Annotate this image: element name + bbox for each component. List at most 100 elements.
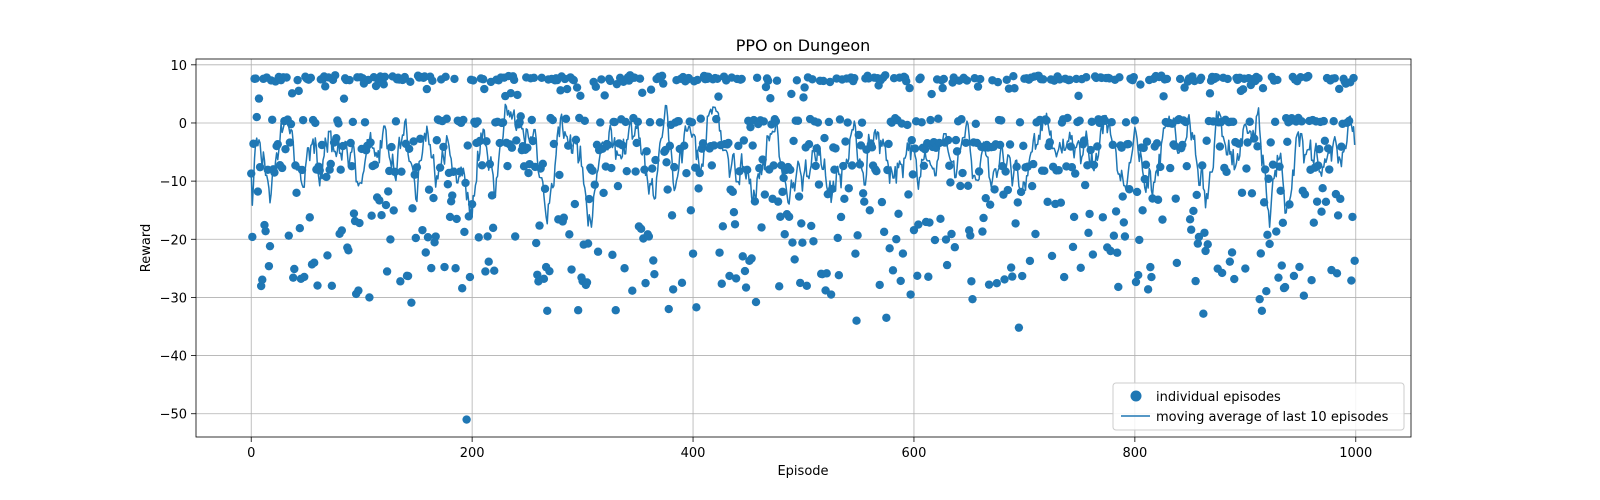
episode-point	[655, 118, 665, 127]
episode-point	[512, 136, 521, 145]
episode-point	[638, 88, 647, 98]
episode-point	[567, 265, 576, 274]
episode-point	[787, 89, 796, 99]
episode-point	[293, 75, 302, 85]
episode-point	[428, 76, 437, 85]
episode-point	[1256, 249, 1265, 258]
episode-point	[427, 263, 436, 273]
episode-point	[254, 94, 264, 103]
episode-point	[548, 115, 557, 125]
episode-point	[323, 251, 332, 260]
episode-point	[946, 178, 955, 187]
episode-point	[529, 73, 539, 82]
episode-point	[1131, 277, 1141, 287]
episode-point	[330, 71, 340, 80]
episode-point	[824, 117, 834, 127]
episode-point	[1329, 117, 1338, 126]
episode-point	[1223, 74, 1232, 84]
episode-point	[633, 117, 643, 126]
episode-point	[607, 163, 616, 173]
episode-point	[561, 114, 571, 123]
episode-point	[1109, 231, 1119, 240]
episode-point	[1230, 274, 1239, 284]
episode-point	[556, 86, 565, 95]
episode-point	[1245, 117, 1254, 126]
episode-point	[337, 226, 346, 235]
y-axis-label: Reward	[139, 224, 154, 272]
episode-point	[294, 86, 303, 96]
episode-point	[903, 120, 912, 130]
episode-point	[751, 297, 761, 307]
episode-point	[1182, 161, 1191, 171]
episode-point	[1320, 136, 1330, 146]
episode-point	[1319, 116, 1328, 126]
episode-point	[1272, 227, 1281, 236]
y-axis-ticks: −50 −40 −30 −20 −10 0 10	[160, 59, 196, 423]
episode-point	[682, 168, 691, 178]
episode-point	[295, 224, 305, 233]
episode-point	[490, 266, 499, 275]
episode-point	[663, 185, 672, 194]
episode-point	[631, 167, 640, 176]
episode-point	[509, 75, 519, 85]
episode-point	[1304, 71, 1313, 81]
episode-point	[759, 117, 768, 126]
episode-point	[967, 277, 976, 286]
episode-point	[1185, 215, 1195, 224]
episode-point	[1138, 206, 1147, 215]
episode-point	[769, 161, 778, 170]
episode-point	[792, 76, 802, 85]
episode-point	[345, 75, 354, 85]
episode-point	[644, 232, 654, 241]
episode-point	[1243, 138, 1252, 147]
episode-point	[1215, 142, 1225, 151]
episode-point	[381, 200, 391, 210]
episode-point	[572, 83, 582, 92]
episode-point	[1063, 113, 1072, 123]
episode-point	[798, 238, 807, 247]
episode-point	[695, 168, 704, 178]
episode-point	[850, 74, 859, 83]
episode-point	[1006, 263, 1016, 272]
episode-point	[780, 230, 789, 239]
episode-point	[539, 274, 549, 284]
episode-point	[857, 118, 867, 127]
episode-point	[1278, 218, 1288, 228]
episode-point	[473, 117, 482, 126]
episode-point	[281, 144, 290, 154]
episode-point	[944, 135, 953, 145]
episode-point	[349, 209, 359, 218]
episode-point	[407, 298, 416, 307]
episode-point	[740, 266, 750, 276]
episode-point	[971, 119, 981, 129]
episode-point	[789, 136, 798, 146]
episode-point	[879, 227, 889, 237]
episode-point	[707, 161, 717, 170]
episode-point	[662, 158, 671, 167]
episode-point	[1203, 240, 1212, 249]
x-tick-label: 400	[681, 446, 706, 461]
episode-point	[411, 233, 420, 243]
episode-point	[717, 279, 726, 288]
episode-point	[926, 115, 935, 125]
episode-point	[569, 76, 578, 85]
episode-point	[1257, 306, 1267, 316]
episode-point	[1120, 232, 1130, 241]
episode-point	[1143, 285, 1153, 294]
episode-point	[298, 115, 308, 125]
episode-point	[559, 213, 569, 222]
episode-point	[1019, 141, 1028, 151]
episode-point	[822, 269, 831, 278]
episode-point	[404, 144, 414, 154]
episode-point	[474, 233, 483, 242]
episode-point	[253, 187, 263, 196]
episode-point	[1337, 142, 1346, 151]
episode-point	[724, 138, 733, 148]
episode-point	[834, 271, 844, 280]
episode-point	[945, 161, 954, 170]
episode-point	[1159, 92, 1168, 101]
episode-point	[941, 235, 951, 244]
episode-point	[1132, 187, 1142, 197]
episode-point	[412, 163, 422, 172]
episode-point	[843, 118, 852, 127]
